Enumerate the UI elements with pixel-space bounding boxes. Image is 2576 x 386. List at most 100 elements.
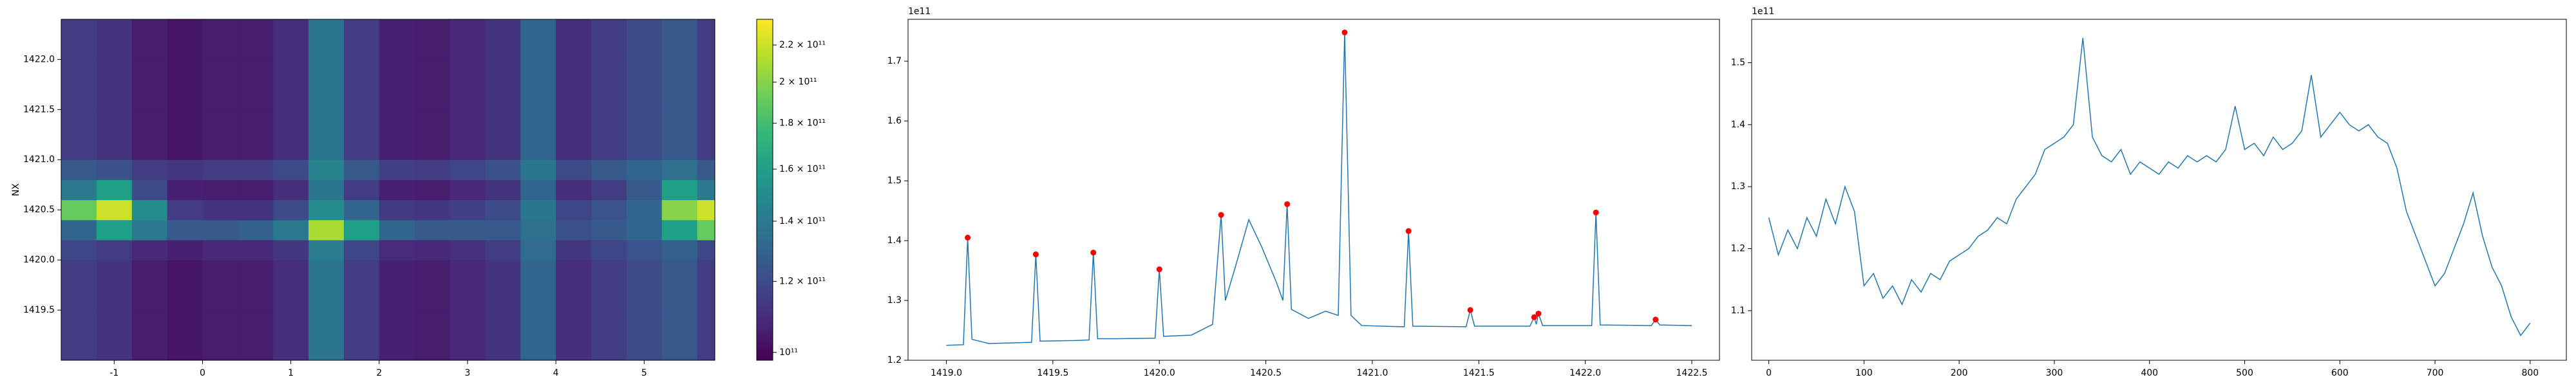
- heatmap-cell: [661, 59, 698, 110]
- colorbar-tick-label: 1.8 × 10¹¹: [779, 118, 826, 129]
- y-tick-label: 1.1: [1731, 306, 1745, 316]
- x-tick-label: 3: [464, 368, 470, 378]
- heatmap-cell: [238, 199, 274, 221]
- heatmap-cell: [273, 239, 309, 261]
- heatmap-cell: [450, 160, 486, 180]
- y-tick-label: 1422.0: [23, 54, 55, 64]
- heatmap-cell: [96, 310, 133, 361]
- heatmap-cell: [379, 310, 415, 361]
- heatmap-cell: [591, 219, 627, 241]
- heatmap-cell: [485, 239, 521, 261]
- heatmap-cell: [414, 239, 451, 261]
- heatmap-cell: [450, 59, 486, 110]
- heatmap-cell: [202, 199, 238, 221]
- x-tick-label: 100: [1855, 368, 1873, 378]
- heatmap-cell: [520, 109, 556, 160]
- heatmap-cell: [343, 310, 380, 361]
- heatmap-cell: [273, 260, 309, 311]
- heatmap-cell: [556, 239, 592, 261]
- x-tick-label: 2: [376, 368, 382, 378]
- heatmap-cell: [520, 19, 556, 60]
- heatmap-cell: [379, 59, 415, 110]
- heatmap-cell: [61, 239, 97, 261]
- axes-frame: [61, 19, 715, 361]
- heatmap-cell: [96, 179, 133, 201]
- heatmap-cell: [379, 109, 415, 160]
- heatmap-cell: [379, 260, 415, 311]
- heatmap-cell: [697, 19, 715, 60]
- heatmap-cell: [697, 59, 715, 110]
- x-tick-label: 5: [641, 368, 647, 378]
- y-tick-label: 1.2: [1731, 244, 1745, 254]
- peak-marker: [1284, 201, 1291, 207]
- y-tick-label: 1.3: [887, 295, 902, 306]
- y-tick-label: 1.4: [887, 235, 902, 246]
- heatmap-cell: [556, 219, 592, 241]
- heatmap-cell: [238, 160, 274, 180]
- heatmap-cell: [167, 160, 203, 180]
- heatmap-cell: [661, 179, 698, 201]
- heatmap-cell: [450, 19, 486, 60]
- heatmap-cell: [131, 160, 168, 180]
- heatmap-cell: [273, 59, 309, 110]
- heatmap-cell: [61, 59, 97, 110]
- y-tick-label: 1419.5: [23, 305, 55, 315]
- heatmap-cell: [61, 109, 97, 160]
- peak-marker: [1218, 212, 1224, 218]
- heatmap-cell: [308, 219, 345, 241]
- heatmap-cell: [167, 179, 203, 201]
- x-tick-label: 600: [2331, 368, 2349, 378]
- heatmap-cell: [273, 160, 309, 180]
- heatmap-cell: [273, 109, 309, 160]
- heatmap-cell: [591, 19, 627, 60]
- heatmap-cell: [202, 219, 238, 241]
- y-tick-label: 1.6: [887, 116, 902, 126]
- heatmap-cell: [238, 19, 274, 60]
- heatmap-cell: [414, 310, 451, 361]
- heatmap-cell: [379, 179, 415, 201]
- heatmap-cell: [626, 59, 663, 110]
- heatmap-cell: [414, 160, 451, 180]
- heatmap-cell: [343, 239, 380, 261]
- heatmap-cell: [308, 59, 345, 110]
- heatmap-cell: [661, 239, 698, 261]
- heatmap-cell: [485, 59, 521, 110]
- heatmap-cell: [379, 199, 415, 221]
- heatmap-cell: [661, 219, 698, 241]
- x-tick-label: 1: [288, 368, 294, 378]
- heatmap-cell: [308, 160, 345, 180]
- heatmap-cell: [238, 239, 274, 261]
- heatmap-cell: [626, 179, 663, 201]
- heatmap-cell: [167, 219, 203, 241]
- heatmap-cell: [238, 310, 274, 361]
- peak-marker: [1032, 251, 1039, 257]
- heatmap-cell: [485, 19, 521, 60]
- heatmap-cell: [61, 160, 97, 180]
- x-tick-label: 1422.5: [1676, 368, 1708, 378]
- heatmap-cell: [61, 310, 97, 361]
- heatmap-cell: [450, 179, 486, 201]
- heatmap-cell: [96, 59, 133, 110]
- heatmap-cell: [202, 160, 238, 180]
- colorbar-tick-label: 1.6 × 10¹¹: [779, 164, 826, 174]
- heatmap-cell: [556, 19, 592, 60]
- axes-frame: [907, 19, 1720, 361]
- heatmap-cell: [556, 160, 592, 180]
- heatmap-cell: [626, 109, 663, 160]
- x-tick-label: 800: [2521, 368, 2539, 378]
- heatmap-cell: [485, 109, 521, 160]
- heatmap-cell: [414, 199, 451, 221]
- heatmap-cell: [591, 260, 627, 311]
- heatmap-cell: [591, 310, 627, 361]
- heatmap-cell: [556, 59, 592, 110]
- heatmap-cell: [167, 310, 203, 361]
- x-tick-label: 1421.0: [1356, 368, 1388, 378]
- heatmap-cell: [131, 59, 168, 110]
- colorbar-tick-label: 1.4 × 10¹¹: [779, 216, 826, 226]
- heatmap-cell: [626, 310, 663, 361]
- heatmap-cell: [238, 260, 274, 311]
- heatmap-cell: [520, 260, 556, 311]
- heatmap-cell: [556, 199, 592, 221]
- heatmap-cell: [238, 109, 274, 160]
- heatmap-cell: [273, 179, 309, 201]
